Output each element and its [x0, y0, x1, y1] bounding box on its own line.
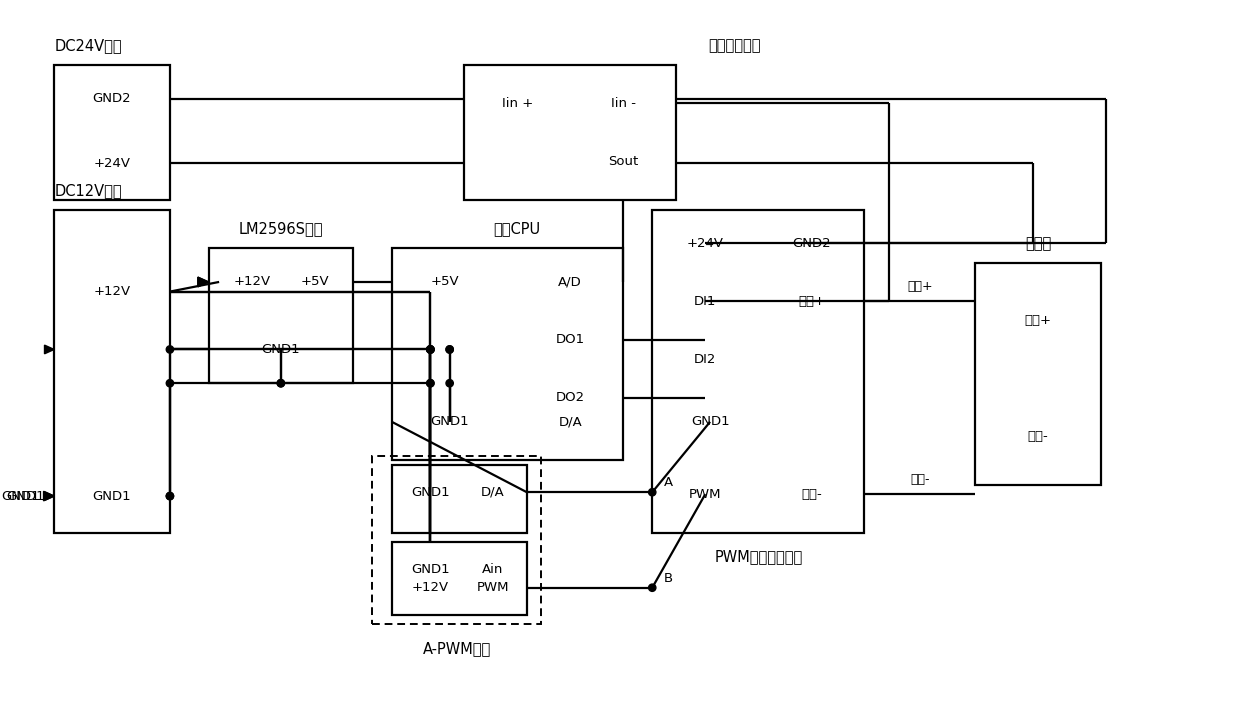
Text: Sout: Sout	[608, 155, 639, 168]
Text: +12V: +12V	[93, 285, 130, 298]
Bar	[372, 455, 542, 624]
Text: D/A: D/A	[481, 486, 505, 499]
Text: +24V: +24V	[687, 237, 724, 250]
Circle shape	[166, 492, 174, 500]
Circle shape	[278, 379, 284, 387]
Text: D/A: D/A	[558, 416, 582, 429]
Circle shape	[446, 346, 454, 353]
Circle shape	[166, 346, 174, 353]
Text: GND2: GND2	[93, 92, 131, 105]
Circle shape	[649, 489, 656, 496]
Polygon shape	[45, 345, 55, 354]
Text: 输出-: 输出-	[801, 488, 822, 501]
Bar	[55, 65, 170, 200]
Text: 推进器: 推进器	[1025, 236, 1052, 251]
Text: DC24V电源: DC24V电源	[55, 38, 122, 53]
Text: +5V: +5V	[300, 275, 329, 288]
Circle shape	[427, 379, 434, 387]
Text: 电机+: 电机+	[1024, 314, 1052, 327]
Bar	[392, 248, 624, 460]
Text: DI2: DI2	[694, 353, 717, 366]
Circle shape	[427, 346, 434, 353]
Text: LM2596S芯片: LM2596S芯片	[238, 222, 324, 236]
Text: 输出+: 输出+	[797, 295, 825, 308]
Bar	[392, 466, 527, 533]
Text: GND1: GND1	[262, 343, 300, 356]
Text: +12V: +12V	[233, 275, 270, 288]
Circle shape	[166, 379, 174, 387]
Circle shape	[446, 379, 454, 387]
Text: 电流检测模块: 电流检测模块	[708, 38, 760, 53]
Text: A/D: A/D	[558, 275, 582, 288]
Text: DO2: DO2	[556, 391, 585, 404]
Circle shape	[427, 346, 434, 353]
Text: 输出+: 输出+	[908, 280, 932, 293]
Text: DO1: DO1	[556, 333, 585, 346]
Circle shape	[427, 379, 434, 387]
Circle shape	[278, 379, 284, 387]
Text: +12V: +12V	[412, 581, 449, 594]
Polygon shape	[198, 277, 208, 287]
Text: Iin -: Iin -	[611, 97, 636, 110]
Text: +24V: +24V	[93, 157, 130, 170]
Text: 电机-: 电机-	[1028, 430, 1049, 443]
Bar	[208, 248, 353, 383]
Bar	[464, 65, 676, 200]
Circle shape	[649, 584, 656, 592]
Text: A-PWM模块: A-PWM模块	[423, 641, 491, 656]
Text: 主控CPU: 主控CPU	[494, 222, 541, 236]
Text: PWM: PWM	[477, 581, 510, 594]
Text: GND1: GND1	[1, 489, 40, 502]
Circle shape	[427, 346, 434, 353]
Text: GND1: GND1	[430, 416, 469, 429]
Polygon shape	[43, 492, 55, 501]
Polygon shape	[198, 277, 208, 287]
Text: A: A	[663, 476, 673, 489]
Text: GND1: GND1	[691, 416, 729, 429]
Text: DI1: DI1	[694, 295, 717, 308]
Text: GND1: GND1	[410, 486, 450, 499]
Text: GND1: GND1	[410, 563, 450, 576]
Bar	[652, 209, 864, 533]
Circle shape	[166, 492, 174, 500]
Circle shape	[446, 346, 454, 353]
Text: PWM功率放大模块: PWM功率放大模块	[714, 550, 802, 564]
Bar	[55, 209, 170, 533]
Polygon shape	[45, 492, 55, 500]
Text: GND2: GND2	[792, 237, 831, 250]
Text: DC12V电源: DC12V电源	[55, 182, 122, 198]
Text: GND1: GND1	[93, 489, 131, 502]
Text: PWM: PWM	[689, 488, 722, 501]
Text: GND1: GND1	[6, 489, 45, 502]
Text: Ain: Ain	[482, 563, 503, 576]
Text: 输出-: 输出-	[910, 473, 930, 487]
Circle shape	[427, 346, 434, 353]
Bar	[392, 542, 527, 615]
Text: +5V: +5V	[430, 275, 459, 288]
Text: Iin +: Iin +	[501, 97, 533, 110]
Bar	[976, 263, 1101, 484]
Text: B: B	[663, 571, 673, 584]
